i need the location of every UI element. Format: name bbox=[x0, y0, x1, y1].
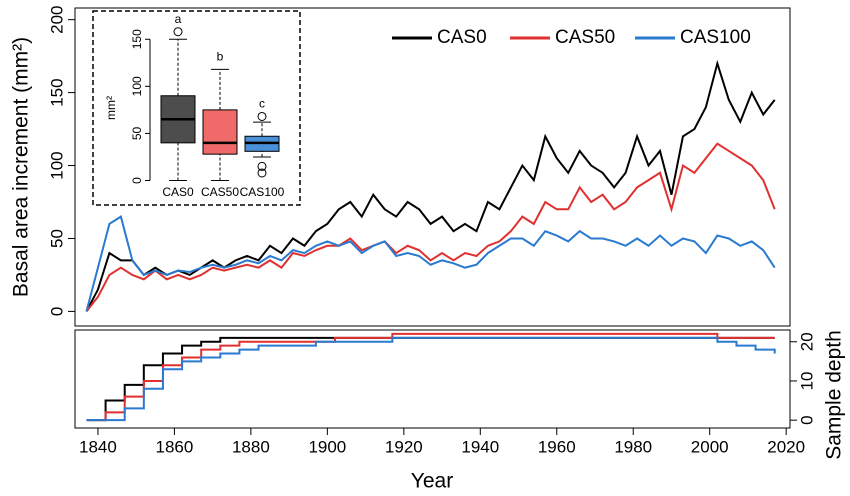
outlier bbox=[173, 27, 183, 37]
legend-label: CAS50 bbox=[555, 27, 615, 48]
x-tick-label: 2020 bbox=[767, 437, 805, 456]
x-axis-label: Year bbox=[411, 470, 453, 493]
inset-y-tick-label: 50 bbox=[130, 126, 144, 140]
x-tick-label: 1880 bbox=[232, 437, 270, 456]
inset-frame bbox=[92, 10, 301, 206]
y-tick-label: 0 bbox=[47, 307, 66, 316]
y2-tick-label: 10 bbox=[797, 371, 816, 390]
main-frame bbox=[74, 7, 791, 327]
x-tick-label: 1840 bbox=[79, 437, 117, 456]
y2-tick-label: 0 bbox=[797, 415, 816, 424]
inset-y-label: mm² bbox=[104, 96, 118, 120]
legend-label: CAS100 bbox=[680, 27, 751, 48]
x-tick-label: 1960 bbox=[538, 437, 576, 456]
category-label: CAS100 bbox=[240, 185, 285, 199]
outlier bbox=[257, 161, 267, 171]
annotation: b bbox=[217, 50, 224, 64]
outlier bbox=[257, 168, 267, 178]
legend-label: CAS0 bbox=[437, 27, 487, 48]
y2-tick-label: 20 bbox=[797, 332, 816, 351]
category-label: CAS50 bbox=[201, 185, 239, 199]
category-label: CAS0 bbox=[162, 185, 194, 199]
box bbox=[202, 109, 238, 155]
y-tick-label: 150 bbox=[47, 78, 66, 106]
y2-axis-label: Sample depth bbox=[823, 330, 846, 460]
series-line bbox=[85, 215, 776, 312]
depth-line bbox=[86, 336, 776, 422]
x-tick-label: 1920 bbox=[385, 437, 423, 456]
y-tick-label: 100 bbox=[47, 151, 66, 179]
inset-y-tick-label: 150 bbox=[130, 29, 144, 49]
y-tick-label: 50 bbox=[47, 229, 66, 248]
annotation: c bbox=[259, 97, 265, 111]
x-tick-label: 1940 bbox=[461, 437, 499, 456]
y-tick-label: 200 bbox=[47, 5, 66, 33]
depth-frame bbox=[74, 329, 791, 429]
x-tick-label: 2000 bbox=[691, 437, 729, 456]
x-tick-label: 1860 bbox=[155, 437, 193, 456]
x-tick-label: 1980 bbox=[614, 437, 652, 456]
y-axis-label: Basal area increment (mm²) bbox=[10, 37, 33, 297]
annotation: a bbox=[175, 12, 182, 26]
inset-y-tick-label: 100 bbox=[130, 76, 144, 96]
depth-line bbox=[86, 332, 775, 422]
x-tick-label: 1900 bbox=[308, 437, 346, 456]
outlier bbox=[257, 111, 267, 121]
inset-y-tick-label: 0 bbox=[130, 177, 144, 184]
series-line bbox=[85, 142, 776, 313]
depth-line bbox=[86, 336, 775, 422]
